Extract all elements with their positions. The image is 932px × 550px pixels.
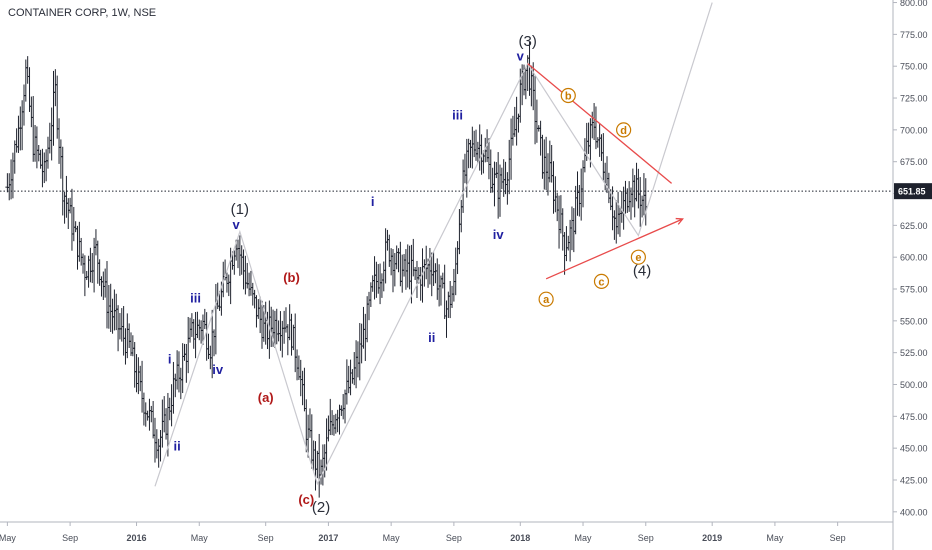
time-tick-label: 2017	[318, 533, 338, 543]
wave-label: (1)	[231, 201, 249, 218]
triangle-lower-line	[545, 218, 683, 280]
price-tick-label: 700.00	[900, 125, 928, 135]
wave-label: a	[543, 294, 550, 306]
wave-label: iii	[190, 291, 201, 306]
time-tick-label: May	[191, 533, 209, 543]
time-tick-label: 2019	[702, 533, 722, 543]
time-tick-label: May	[575, 533, 593, 543]
last-price-badge	[894, 183, 932, 200]
time-tick-label: Sep	[258, 533, 274, 543]
wave-label: (b)	[283, 270, 300, 285]
price-tick-label: 600.00	[900, 253, 928, 263]
wave-label: iv	[493, 227, 505, 242]
wave-label: i	[371, 194, 375, 209]
wave-label: (a)	[258, 390, 274, 405]
time-tick-label: May	[383, 533, 401, 543]
wave-label: iii	[452, 107, 463, 122]
triangle-arrow-head	[675, 217, 684, 225]
wave-label: (4)	[633, 262, 651, 279]
price-tick-label: 800.00	[900, 0, 928, 8]
price-tick-label: 775.00	[900, 30, 928, 40]
price-tick-label: 400.00	[900, 507, 928, 517]
time-tick-label: 2016	[127, 533, 147, 543]
time-tick-label: Sep	[62, 533, 78, 543]
wave-label: iv	[212, 362, 224, 377]
wave-label: c	[598, 276, 604, 288]
price-tick-label: 575.00	[900, 285, 928, 295]
wave-label: (2)	[312, 499, 330, 516]
price-tick-label: 425.00	[900, 475, 928, 485]
price-tick-label: 475.00	[900, 412, 928, 422]
wave-label-circle	[593, 273, 610, 289]
wave-label: (c)	[298, 492, 314, 507]
wave-label-circle	[630, 249, 646, 265]
wave-label: v	[233, 217, 241, 232]
time-tick-label: Sep	[830, 533, 846, 543]
price-tick-label: 750.00	[900, 62, 928, 72]
price-tick-label: 725.00	[900, 94, 928, 104]
time-tick-label: Sep	[446, 533, 462, 543]
wave-label: i	[168, 352, 172, 367]
price-tick-label: 450.00	[900, 444, 928, 454]
wave-label-circle	[616, 122, 632, 138]
wave-labels: (1)(2)(3)(4)(5)iiiiiiivviiiiiiivv(a)(b)(…	[168, 33, 651, 516]
price-tick-label: 525.00	[900, 348, 928, 358]
price-tick-label: 625.00	[900, 221, 928, 231]
price-tick-label: 550.00	[900, 316, 928, 326]
chart-title: CONTAINER CORP, 1W, NSE	[8, 7, 157, 19]
time-tick-label: May	[766, 533, 784, 543]
time-axis: May Sep 2016 May Sep 2017 May Sep 2018 May Sep 2019…	[0, 521, 893, 543]
wave-label: (3)	[519, 33, 537, 50]
wave-label-circle	[560, 87, 576, 104]
wave-label: e	[635, 252, 641, 264]
price-axis: 400.00 425.00 450.00 475.00 500.00 525.00 550.…	[892, 0, 932, 550]
triangle-upper-line	[527, 63, 673, 184]
wave-label-circle	[538, 291, 554, 307]
price-bars	[0, 42, 893, 498]
time-tick-label: Sep	[638, 533, 654, 543]
wave-label: b	[565, 90, 572, 102]
price-tick-label: 675.00	[900, 157, 928, 167]
last-price-label: 651.85	[898, 187, 926, 197]
wave-label: ii	[174, 438, 181, 453]
price-tick-label: 500.00	[900, 380, 928, 390]
wave-label: ii	[428, 330, 435, 345]
wave-lines	[154, 2, 713, 487]
wave-label: v	[517, 49, 525, 64]
elliott-wave-path	[154, 2, 713, 487]
wave-label: d	[620, 125, 627, 137]
time-tick-label: May	[0, 533, 16, 543]
time-tick-label: 2018	[510, 533, 530, 543]
